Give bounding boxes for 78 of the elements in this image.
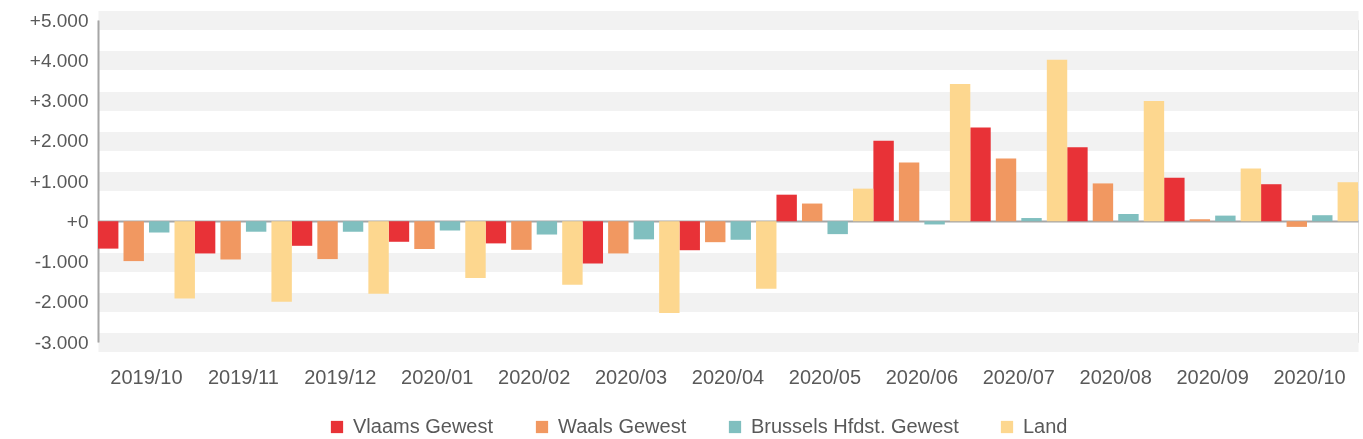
bar [995, 158, 1017, 222]
x-tick-label: 2020/03 [594, 365, 668, 388]
x-tick-label: 2020/01 [401, 365, 474, 388]
bar [705, 221, 726, 243]
bar [1286, 221, 1307, 227]
bar [220, 221, 241, 260]
bar [98, 221, 119, 249]
bar [1240, 168, 1262, 222]
bar [756, 221, 777, 289]
bar [659, 221, 680, 314]
legend-label: Waals Gewest [558, 415, 687, 437]
bar [271, 221, 292, 302]
y-tick-label: -2.000 [34, 291, 89, 313]
bar [123, 221, 144, 262]
bar [1312, 215, 1333, 222]
bar [1021, 218, 1042, 222]
bar [949, 84, 971, 222]
y-tick-label: +0 [66, 210, 89, 232]
y-tick-label: +2.000 [29, 130, 89, 152]
y-tick-label: +5.000 [29, 9, 89, 31]
bar [1143, 100, 1165, 222]
y-tick-label: +1.000 [29, 170, 89, 192]
y-tick-label: +3.000 [29, 90, 89, 111]
bar [465, 221, 486, 278]
x-tick-label: 2020/08 [1079, 365, 1152, 388]
bar [1164, 177, 1185, 222]
x-tick-label: 2020/07 [982, 365, 1055, 388]
legend-label: Vlaams Gewest [353, 415, 494, 437]
x-tick-label: 2020/10 [1273, 365, 1346, 388]
bar [1215, 215, 1236, 222]
x-tick-label: 2020/06 [885, 365, 958, 388]
bar [608, 221, 629, 254]
bar [582, 221, 604, 264]
bar [1067, 147, 1088, 222]
bar [1189, 219, 1211, 222]
bar [536, 221, 558, 235]
bar [414, 221, 435, 250]
bar [1337, 182, 1358, 222]
bar [511, 221, 532, 250]
y-tick-label: +4.000 [29, 49, 89, 71]
legend-label: Land [1023, 415, 1068, 437]
bar [1261, 184, 1282, 222]
bar [562, 221, 583, 285]
bar [801, 203, 823, 222]
bar [730, 221, 751, 240]
y-tick-label: -1.000 [34, 251, 89, 272]
x-tick-label: 2020/09 [1176, 365, 1249, 388]
bar [439, 221, 461, 231]
bar [873, 140, 894, 222]
bar [852, 188, 874, 222]
bar [970, 127, 991, 222]
bar [317, 221, 338, 260]
x-tick-label: 2019/11 [207, 365, 279, 388]
x-tick-label: 2019/10 [110, 365, 183, 388]
x-tick-label: 2020/02 [498, 365, 571, 388]
bar [368, 221, 389, 294]
bar [898, 162, 920, 222]
bar [1046, 59, 1068, 222]
y-tick-label: -3.000 [34, 331, 89, 353]
bar [1118, 214, 1139, 222]
bar [245, 221, 267, 232]
bar [342, 221, 364, 232]
x-tick-label: 2020/04 [691, 365, 765, 388]
bar [291, 221, 313, 246]
bar [679, 221, 700, 251]
bar [149, 221, 170, 233]
bar [174, 221, 195, 299]
bar [924, 221, 945, 225]
bar [485, 221, 507, 244]
x-tick-label: 2020/05 [788, 365, 862, 388]
bar [388, 221, 410, 242]
bar [776, 194, 797, 222]
bar [194, 221, 216, 254]
legend-label: Brussels Hfdst. Gewest [751, 415, 960, 437]
bar [633, 221, 655, 240]
x-tick-label: 2019/12 [304, 365, 377, 388]
bar [827, 221, 848, 235]
bar [1092, 183, 1114, 222]
